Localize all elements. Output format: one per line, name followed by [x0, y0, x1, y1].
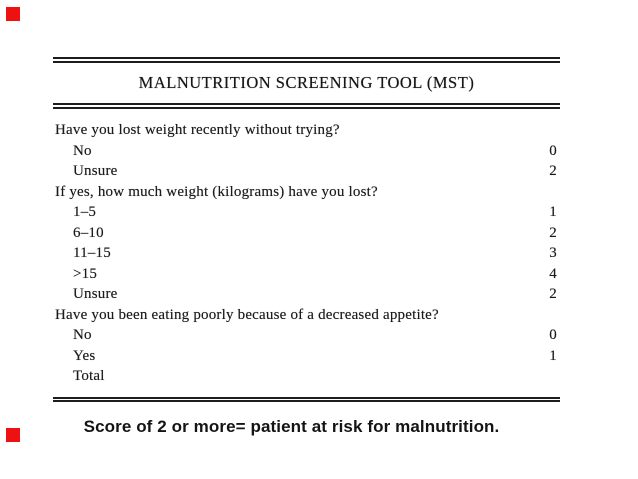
- row-score: 2: [549, 224, 557, 241]
- table-row: 11–15 3: [55, 243, 557, 264]
- table-title: MALNUTRITION SCREENING TOOL (MST): [138, 73, 475, 92]
- row-label: 11–15: [73, 245, 111, 261]
- mst-table-body: Have you lost weight recently without tr…: [53, 109, 560, 387]
- row-score: 2: [549, 163, 557, 179]
- row-score: 0: [549, 142, 557, 159]
- row-label: 6–10: [73, 224, 104, 241]
- row-label: No: [73, 142, 92, 159]
- row-score: 1: [549, 347, 557, 364]
- table-row: 6–10 2: [55, 223, 557, 244]
- mst-table: MALNUTRITION SCREENING TOOL (MST) Have y…: [53, 57, 560, 402]
- row-label: If yes, how much weight (kilograms) have…: [55, 183, 378, 200]
- row-score: 4: [549, 265, 557, 282]
- table-row: Have you lost weight recently without tr…: [55, 120, 557, 141]
- red-square-top-left: [6, 7, 20, 21]
- table-row: No 0: [55, 141, 557, 162]
- table-row: Have you been eating poorly because of a…: [55, 305, 557, 326]
- table-top-rule: [53, 57, 560, 63]
- row-label: No: [73, 327, 92, 343]
- table-bottom-rule: [53, 396, 560, 402]
- row-score: 2: [549, 286, 557, 302]
- row-score: 3: [549, 245, 557, 261]
- table-row: >15 4: [55, 264, 557, 285]
- table-row: If yes, how much weight (kilograms) have…: [55, 182, 557, 203]
- row-score: 0: [549, 327, 557, 343]
- table-row: Unsure 2: [55, 161, 557, 182]
- row-label: Have you been eating poorly because of a…: [55, 306, 439, 323]
- row-label: Yes: [73, 347, 96, 364]
- table-header-rule: [53, 103, 560, 109]
- row-label: 1–5: [73, 204, 97, 220]
- row-label: Total: [73, 368, 105, 384]
- row-label: >15: [73, 265, 98, 282]
- row-label: Unsure: [73, 286, 118, 302]
- table-row: Unsure 2: [55, 284, 557, 305]
- table-row: 1–5 1: [55, 202, 557, 223]
- red-square-bottom-left: [6, 428, 20, 442]
- row-label: Have you lost weight recently without tr…: [55, 122, 340, 138]
- risk-caption: Score of 2 or more= patient at risk for …: [83, 417, 500, 436]
- table-row: Yes 1: [55, 346, 557, 367]
- table-row: Total: [55, 366, 557, 387]
- row-score: 1: [549, 204, 557, 220]
- row-label: Unsure: [73, 163, 118, 179]
- table-row: No 0: [55, 325, 557, 346]
